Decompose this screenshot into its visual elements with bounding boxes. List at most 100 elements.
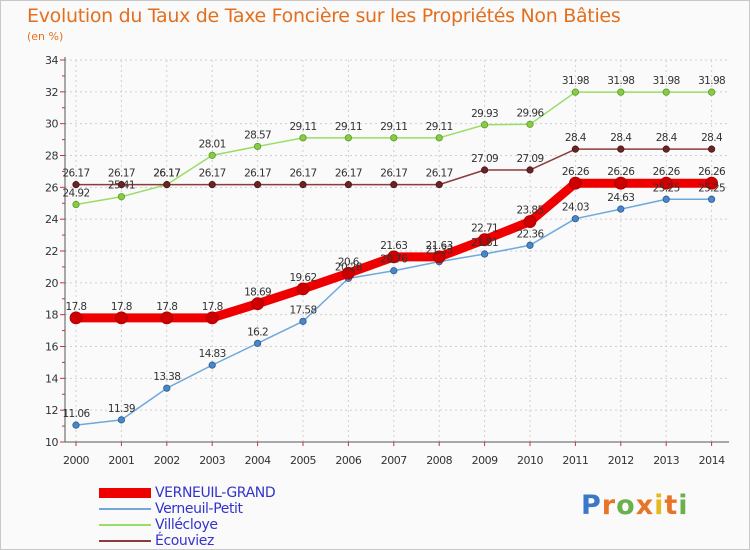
data-label: 17.8 bbox=[156, 301, 177, 313]
data-point bbox=[208, 361, 216, 369]
data-point bbox=[117, 416, 126, 424]
legend-item: Écouviez bbox=[99, 533, 419, 549]
logo-letter: i bbox=[678, 490, 689, 521]
data-label: 17.8 bbox=[66, 301, 87, 313]
data-label: 17.58 bbox=[289, 304, 316, 316]
chart-title: Evolution du Taux de Taxe Foncière sur l… bbox=[27, 5, 621, 27]
data-point bbox=[72, 181, 80, 189]
data-label: 25.41 bbox=[108, 180, 135, 192]
data-label: 20.28 bbox=[335, 261, 362, 273]
data-label: 25.25 bbox=[653, 182, 680, 194]
x-tick-label: 2013 bbox=[653, 454, 679, 467]
data-point bbox=[296, 282, 310, 296]
data-label: 26.17 bbox=[108, 168, 135, 180]
unit-label: (en %) bbox=[27, 30, 64, 43]
data-point bbox=[341, 266, 355, 280]
data-point bbox=[662, 195, 670, 203]
y-tick-label: 30 bbox=[45, 118, 58, 131]
data-point bbox=[571, 145, 580, 153]
data-point bbox=[390, 181, 398, 189]
logo-letter: o bbox=[616, 490, 636, 521]
data-label: 16.2 bbox=[247, 326, 268, 338]
data-point bbox=[208, 181, 216, 189]
data-point bbox=[571, 215, 580, 223]
x-tick-label: 2008 bbox=[426, 454, 452, 467]
data-point bbox=[662, 88, 670, 96]
data-label: 28.4 bbox=[565, 132, 587, 144]
data-label: 22.71 bbox=[471, 223, 498, 235]
data-point bbox=[163, 181, 171, 189]
data-label: 17.8 bbox=[111, 301, 132, 313]
data-label: 29.11 bbox=[335, 121, 362, 133]
data-point bbox=[117, 181, 126, 189]
data-point bbox=[707, 88, 716, 96]
data-point bbox=[205, 311, 219, 325]
y-tick-label: 16 bbox=[45, 341, 58, 354]
x-tick-label: 2010 bbox=[517, 454, 543, 467]
data-label: 28.57 bbox=[244, 129, 271, 141]
data-point bbox=[390, 134, 398, 142]
legend-item: VERNEUIL-GRAND bbox=[99, 485, 419, 501]
data-point bbox=[614, 176, 628, 190]
data-label: 31.98 bbox=[607, 75, 634, 87]
data-point bbox=[344, 181, 352, 189]
proxiti-logo: Proxiti bbox=[581, 490, 689, 521]
x-tick-label: 2009 bbox=[472, 454, 498, 467]
data-label: 28.4 bbox=[701, 132, 723, 144]
legend-label: Verneuil-Petit bbox=[155, 501, 243, 517]
data-point bbox=[480, 121, 489, 129]
data-label: 29.11 bbox=[380, 121, 407, 133]
data-point bbox=[526, 166, 534, 174]
data-point bbox=[480, 166, 489, 174]
x-tick-label: 2004 bbox=[245, 454, 271, 467]
data-point bbox=[254, 142, 262, 151]
logo-letter: x bbox=[635, 490, 655, 521]
data-label: 26.17 bbox=[380, 168, 407, 180]
y-tick-label: 14 bbox=[45, 372, 58, 385]
y-tick-label: 26 bbox=[45, 181, 58, 194]
data-label: 11.06 bbox=[62, 408, 90, 420]
data-point bbox=[662, 145, 670, 153]
data-point bbox=[208, 151, 216, 159]
legend-label: VERNEUIL-GRAND bbox=[155, 485, 276, 501]
y-tick-label: 28 bbox=[45, 150, 58, 163]
data-point bbox=[390, 267, 398, 275]
data-label: 26.26 bbox=[562, 166, 590, 178]
data-label: 26.17 bbox=[335, 168, 362, 180]
logo-letter: t bbox=[664, 490, 679, 521]
data-label: 17.8 bbox=[202, 301, 223, 313]
data-point bbox=[254, 339, 262, 347]
data-point bbox=[344, 134, 352, 142]
y-tick-label: 20 bbox=[45, 277, 58, 290]
data-label: 26.17 bbox=[153, 168, 180, 180]
data-label: 31.98 bbox=[562, 75, 589, 87]
data-label: 26.17 bbox=[426, 168, 453, 180]
data-point bbox=[435, 181, 443, 189]
data-label: 28.01 bbox=[199, 138, 226, 150]
data-point bbox=[160, 311, 174, 325]
data-label: 26.17 bbox=[289, 168, 316, 180]
series--couviez bbox=[72, 145, 716, 189]
data-label: 29.11 bbox=[289, 121, 316, 133]
data-point bbox=[617, 205, 625, 213]
x-tick-label: 2012 bbox=[608, 454, 634, 467]
legend: VERNEUIL-GRAND Verneuil-Petit Villécloye Éc… bbox=[99, 485, 419, 549]
x-tick-label: 2007 bbox=[381, 454, 407, 467]
data-point bbox=[432, 250, 446, 264]
legend-label: Villécloye bbox=[155, 517, 218, 533]
data-label: 21.63 bbox=[426, 240, 453, 252]
legend-swatch bbox=[99, 540, 151, 542]
x-tick-label: 2001 bbox=[108, 454, 134, 467]
data-label: 21.33 bbox=[426, 245, 453, 257]
y-tick-label: 10 bbox=[45, 436, 58, 449]
data-point bbox=[299, 317, 307, 325]
series-verneuil-petit bbox=[72, 195, 716, 429]
data-point bbox=[478, 233, 492, 247]
data-point bbox=[526, 120, 534, 128]
data-point bbox=[705, 176, 718, 190]
data-point bbox=[72, 200, 80, 209]
data-label: 29.11 bbox=[426, 121, 453, 133]
series-verneuil-grand bbox=[69, 176, 718, 325]
logo-letter: P bbox=[581, 490, 602, 521]
